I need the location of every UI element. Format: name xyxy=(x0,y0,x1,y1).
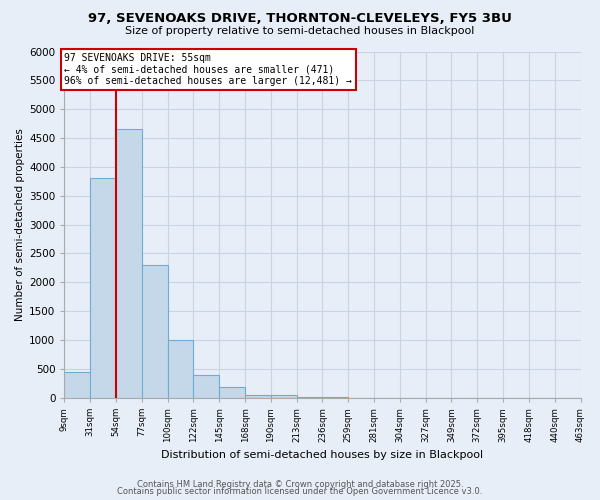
Text: Size of property relative to semi-detached houses in Blackpool: Size of property relative to semi-detach… xyxy=(125,26,475,36)
X-axis label: Distribution of semi-detached houses by size in Blackpool: Distribution of semi-detached houses by … xyxy=(161,450,484,460)
Text: 97 SEVENOAKS DRIVE: 55sqm
← 4% of semi-detached houses are smaller (471)
96% of : 97 SEVENOAKS DRIVE: 55sqm ← 4% of semi-d… xyxy=(64,52,352,86)
Bar xyxy=(90,178,116,398)
Bar xyxy=(219,388,245,398)
Y-axis label: Number of semi-detached properties: Number of semi-detached properties xyxy=(15,128,25,321)
Bar xyxy=(296,397,322,398)
Bar xyxy=(167,340,193,398)
Text: Contains HM Land Registry data © Crown copyright and database right 2025.: Contains HM Land Registry data © Crown c… xyxy=(137,480,463,489)
Bar xyxy=(193,374,219,398)
Bar xyxy=(116,130,142,398)
Bar xyxy=(64,372,90,398)
Text: 97, SEVENOAKS DRIVE, THORNTON-CLEVELEYS, FY5 3BU: 97, SEVENOAKS DRIVE, THORNTON-CLEVELEYS,… xyxy=(88,12,512,26)
Text: Contains public sector information licensed under the Open Government Licence v3: Contains public sector information licen… xyxy=(118,487,482,496)
Bar xyxy=(142,265,167,398)
Bar xyxy=(245,395,271,398)
Bar xyxy=(271,395,296,398)
